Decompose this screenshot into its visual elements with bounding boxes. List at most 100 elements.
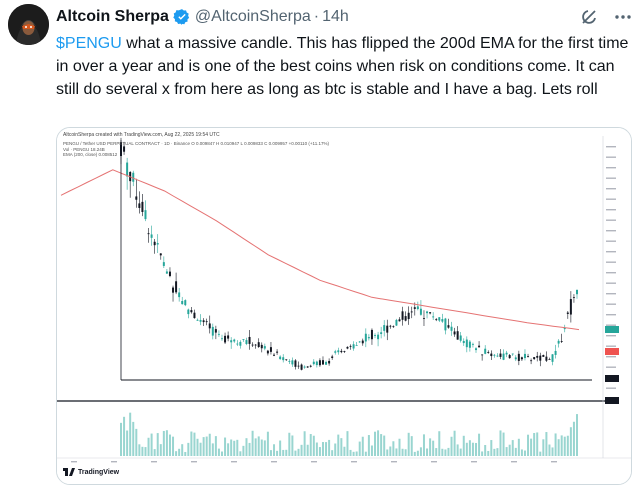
candle-body bbox=[208, 323, 211, 329]
volume-bar bbox=[370, 445, 373, 456]
volume-bar bbox=[349, 449, 352, 456]
volume-bar bbox=[511, 440, 514, 456]
candle-body bbox=[269, 347, 272, 352]
candle-body bbox=[184, 300, 187, 306]
candle-body bbox=[236, 343, 239, 345]
timestamp[interactable]: 14h bbox=[322, 8, 349, 25]
volume-bar bbox=[318, 447, 321, 456]
candle-body bbox=[551, 354, 554, 362]
candle-body bbox=[481, 354, 484, 356]
volume-bar bbox=[536, 432, 539, 456]
candle-body bbox=[202, 320, 205, 323]
volume-bar bbox=[352, 451, 355, 456]
chart-volume-label: Vol · PENGU 18.24B bbox=[63, 147, 105, 152]
candle-body bbox=[386, 325, 389, 333]
candle-body bbox=[224, 335, 227, 343]
volume-bar bbox=[269, 450, 272, 456]
y-tick-label bbox=[606, 356, 616, 358]
volume-bar bbox=[502, 432, 505, 456]
y-tick-label bbox=[606, 209, 616, 211]
candle-body bbox=[527, 356, 530, 358]
candle-body bbox=[554, 350, 557, 355]
volume-bar bbox=[334, 443, 337, 456]
more-options-icon[interactable] bbox=[613, 7, 633, 27]
candle-body bbox=[242, 339, 245, 340]
candle-body bbox=[144, 210, 147, 220]
candle-body bbox=[523, 353, 526, 359]
volume-bar bbox=[416, 450, 419, 456]
candle-body bbox=[398, 319, 401, 322]
candle-body bbox=[530, 360, 533, 362]
candle-body bbox=[346, 346, 349, 349]
volume-bar bbox=[340, 438, 343, 456]
candle-body bbox=[340, 350, 343, 353]
volume-bar bbox=[505, 447, 508, 456]
grok-icon[interactable] bbox=[579, 7, 599, 27]
volume-bar bbox=[471, 442, 474, 456]
candle-body bbox=[233, 339, 236, 342]
volume-bar bbox=[426, 448, 429, 456]
volume-bar bbox=[566, 435, 569, 456]
volume-bar bbox=[260, 439, 263, 456]
volume-bar bbox=[380, 434, 383, 456]
volume-bar bbox=[147, 437, 150, 456]
volume-bar bbox=[165, 430, 168, 456]
y-tick-label bbox=[606, 261, 616, 263]
chart-image[interactable]: AltcoinSherpa created with TradingView.c… bbox=[56, 127, 632, 485]
y-tick-label bbox=[606, 198, 616, 200]
candle-body bbox=[172, 287, 175, 293]
volume-bar bbox=[478, 433, 481, 456]
volume-bar bbox=[220, 451, 223, 456]
x-tick-label bbox=[231, 461, 237, 463]
candle-body bbox=[383, 325, 386, 331]
x-tick-label bbox=[551, 461, 557, 463]
candle-body bbox=[303, 366, 306, 368]
volume-bar bbox=[475, 442, 478, 456]
volume-bar bbox=[211, 443, 214, 456]
x-tick-label bbox=[191, 461, 197, 463]
candle-body bbox=[401, 311, 404, 320]
candle-body bbox=[288, 360, 291, 362]
tradingview-logo-icon bbox=[63, 468, 75, 476]
y-tick-label bbox=[606, 167, 616, 169]
volume-bar bbox=[199, 442, 202, 456]
volume-bar bbox=[208, 433, 211, 456]
y-tick-label bbox=[606, 282, 616, 284]
volume-bar bbox=[245, 438, 248, 456]
candle-body bbox=[181, 300, 184, 305]
chart-ema-label: EMA (200, close) 0.008512 bbox=[63, 152, 118, 157]
volume-bar bbox=[205, 436, 208, 456]
candle-body bbox=[404, 316, 407, 321]
candle-body bbox=[429, 312, 432, 314]
avatar[interactable] bbox=[8, 4, 49, 45]
author-name[interactable]: Altcoin Sherpa bbox=[56, 8, 169, 25]
volume-bar bbox=[196, 438, 199, 456]
candle-body bbox=[465, 339, 468, 348]
cashtag-link[interactable]: $PENGU bbox=[56, 35, 122, 52]
volume-bar bbox=[557, 439, 560, 456]
author-handle[interactable]: @AltcoinSherpa bbox=[194, 8, 311, 25]
volume-bar bbox=[251, 430, 254, 456]
candle-body bbox=[334, 351, 337, 353]
volume-bar bbox=[499, 430, 502, 456]
candle-body bbox=[364, 333, 367, 342]
volume-bar bbox=[386, 449, 389, 456]
candle-body bbox=[156, 243, 159, 245]
volume-bar bbox=[361, 436, 364, 456]
candle-body bbox=[352, 344, 355, 349]
candle-body bbox=[499, 353, 502, 357]
volume-bar bbox=[413, 451, 416, 456]
candle-body bbox=[315, 361, 318, 366]
volume-bar bbox=[156, 433, 159, 456]
candle-body bbox=[563, 328, 566, 330]
x-tick-label bbox=[471, 461, 477, 463]
volume-bar bbox=[447, 447, 450, 456]
volume-bar bbox=[273, 444, 276, 456]
volume-bar bbox=[453, 430, 456, 456]
volume-bar bbox=[419, 447, 422, 456]
candle-body bbox=[370, 329, 373, 340]
y-tick-label bbox=[606, 303, 616, 305]
candle-body bbox=[251, 344, 254, 346]
y-tick-label bbox=[606, 366, 616, 368]
candle-body bbox=[407, 312, 410, 320]
